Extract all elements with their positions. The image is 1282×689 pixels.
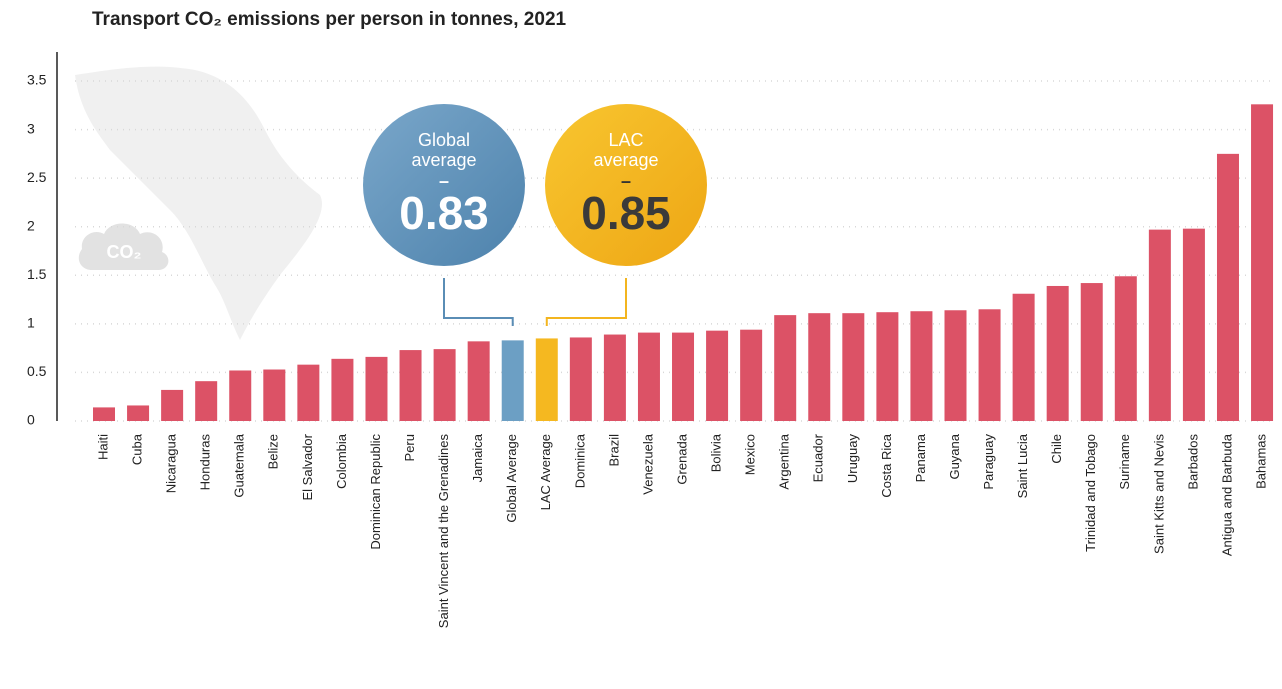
bar	[433, 349, 456, 421]
x-tick-label: Barbados	[1185, 434, 1200, 490]
x-tick-label: Colombia	[334, 433, 349, 489]
cloud-icon	[78, 223, 169, 270]
bar	[944, 310, 967, 421]
x-tick-label: Haiti	[95, 434, 110, 460]
bar	[1182, 228, 1205, 421]
x-tick-label: Grenada	[674, 433, 689, 484]
bar	[365, 356, 388, 421]
x-tick-label: Bolivia	[709, 433, 724, 472]
x-tick-label: Suriname	[1117, 434, 1132, 490]
x-tick-label: Cuba	[129, 433, 144, 465]
x-tick-label: Uruguay	[845, 434, 860, 484]
y-tick-label: 3.5	[27, 72, 47, 88]
bar	[161, 389, 184, 421]
bar	[263, 369, 286, 421]
bar	[672, 332, 695, 421]
bar	[501, 340, 524, 421]
x-tick-label: Nicaragua	[164, 433, 179, 493]
x-tick-label: Saint Lucia	[1015, 433, 1030, 498]
annotation-circle	[545, 104, 707, 266]
x-tick-label: Belize	[266, 434, 281, 469]
bar	[774, 315, 797, 421]
annotation-value: 0.83	[399, 187, 489, 239]
bar	[876, 312, 899, 421]
bar	[569, 337, 592, 421]
x-tick-label: Venezuela	[640, 433, 655, 494]
annotation-label: Global average	[411, 130, 476, 170]
bar	[297, 364, 320, 421]
bar	[1251, 104, 1274, 422]
x-tick-label: Ecuador	[811, 433, 826, 482]
x-tick-label: Trinidad and Tobago	[1083, 434, 1098, 552]
annotation-circle	[363, 104, 525, 266]
x-tick-label: Paraguay	[981, 434, 996, 490]
bar	[535, 338, 558, 421]
bar	[93, 407, 115, 421]
x-tick-label: Panama	[913, 433, 928, 482]
x-tick-label: LAC Average	[538, 434, 553, 510]
x-tick-label: Global Average	[504, 434, 519, 523]
connector	[443, 278, 514, 326]
x-tick-label: Brazil	[606, 434, 621, 467]
map-silhouette	[75, 66, 322, 341]
x-tick-label: Chile	[1049, 434, 1064, 464]
x-tick-label: Antigua and Barbuda	[1219, 433, 1234, 556]
x-tick-label: Dominican Republic	[368, 434, 383, 550]
icon-text: CO₂	[107, 242, 142, 262]
x-tick-label: Saint Kitts and Nevis	[1151, 434, 1166, 554]
bar	[1046, 285, 1069, 421]
bar	[978, 309, 1001, 421]
bar	[1216, 153, 1239, 421]
bar	[1114, 276, 1137, 421]
y-tick-label: 2.5	[27, 169, 47, 185]
x-tick-label: Mexico	[743, 434, 758, 475]
bar	[1012, 293, 1035, 421]
bar	[910, 311, 933, 421]
annotation-label: LAC average	[593, 130, 658, 170]
y-tick-label: 3	[27, 120, 35, 136]
bar	[706, 330, 729, 421]
y-tick-label: 1.5	[27, 266, 47, 282]
bar	[842, 313, 865, 421]
connector	[545, 278, 627, 326]
bar	[195, 381, 218, 421]
y-tick-label: 1	[27, 315, 35, 331]
x-tick-label: Bahamas	[1253, 434, 1268, 489]
bar	[127, 405, 150, 421]
bar	[740, 329, 763, 421]
x-tick-label: Argentina	[777, 433, 792, 489]
bar	[1080, 283, 1103, 421]
x-tick-label: El Salvador	[300, 433, 315, 500]
bar	[467, 341, 490, 421]
bar	[331, 358, 354, 421]
bar	[399, 350, 422, 421]
y-tick-label: 0.5	[27, 363, 47, 379]
annotation-dash: –	[439, 171, 449, 191]
y-tick-label: 2	[27, 217, 35, 233]
annotation-value: 0.85	[581, 187, 671, 239]
chart-title: Transport CO₂ emissions per person in to…	[92, 9, 567, 30]
x-tick-label: Dominica	[572, 433, 587, 488]
x-tick-label: Honduras	[198, 434, 213, 491]
x-tick-label: Guyana	[947, 433, 962, 479]
bar	[603, 334, 626, 421]
x-tick-label: Guatemala	[232, 433, 247, 497]
bar	[229, 370, 252, 421]
y-tick-label: 0	[27, 412, 35, 428]
bar	[1148, 229, 1171, 421]
bar	[808, 313, 831, 421]
x-tick-label: Saint Vincent and the Grenadines	[436, 434, 451, 629]
bar	[637, 332, 660, 421]
x-tick-label: Peru	[402, 434, 417, 461]
x-tick-label: Costa Rica	[879, 433, 894, 497]
x-tick-label: Jamaica	[470, 433, 485, 482]
annotation-dash: –	[621, 171, 631, 191]
